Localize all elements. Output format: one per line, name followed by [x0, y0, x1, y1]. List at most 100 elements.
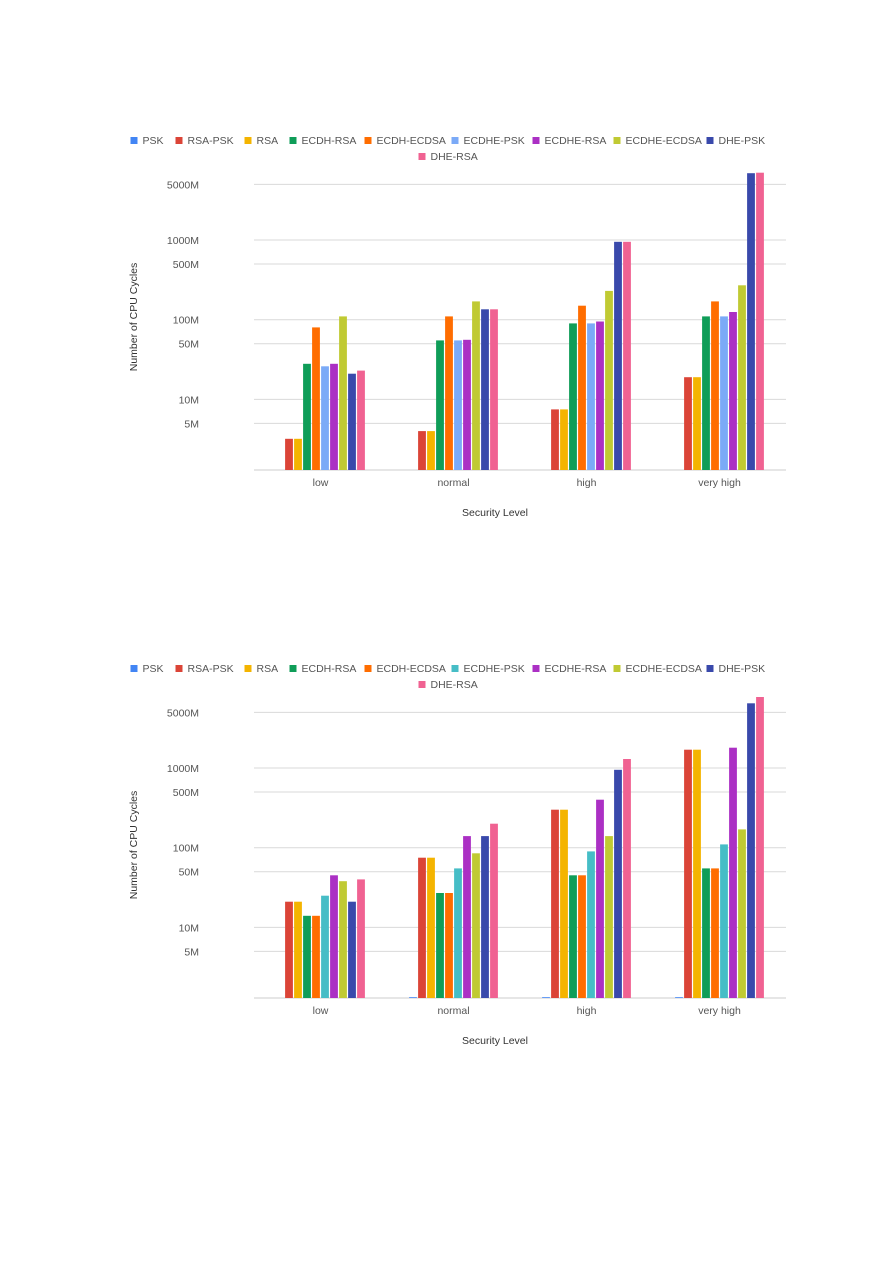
legend-label: RSA-PSK: [188, 663, 234, 675]
legend-label: ECDH-RSA: [302, 663, 357, 675]
y-tick-label: 100M: [173, 315, 199, 327]
bar-ecdhe-ecdsa-low: [339, 316, 347, 470]
y-tick-label: 50M: [179, 339, 199, 351]
chart-1-svg: PSK RSA-PSK RSA ECDH-RSA ECDH-ECDSA ECDHE-PSK…: [128, 135, 786, 519]
legend-swatch: [175, 137, 183, 144]
bars: [285, 697, 764, 998]
y-tick-label: 1000M: [167, 763, 199, 775]
x-tick-label: high: [577, 477, 597, 489]
y-tick-label: 5000M: [167, 707, 199, 719]
bar-ecdhe-psk-high: [587, 851, 595, 998]
legend-swatch: [418, 681, 426, 688]
bar-dhe-rsa-normal: [490, 823, 498, 998]
legend-swatch: [418, 153, 426, 160]
bar-ecdh-rsa-high: [569, 323, 577, 470]
y-tick-label: 5000M: [167, 179, 199, 191]
legend-swatch: [289, 665, 297, 672]
legend-label: ECDH-RSA: [302, 135, 357, 147]
legend-item-ecdh-rsa: ECDH-RSA: [289, 135, 357, 147]
bar-ecdhe-ecdsa-very-high: [738, 829, 746, 998]
bar-dhe-psk-normal: [481, 309, 489, 470]
legend-swatch: [130, 665, 138, 672]
x-tick-label: normal: [437, 1005, 469, 1017]
bar-dhe-rsa-very-high: [756, 172, 764, 470]
bar-rsa-psk-high: [551, 809, 559, 998]
legend-swatch: [244, 665, 252, 672]
x-axis-title: Security Level: [462, 1035, 528, 1047]
y-axis-title: Number of CPU Cycles: [128, 791, 140, 900]
bar-dhe-psk-very-high: [747, 173, 755, 470]
legend-swatch: [532, 665, 540, 672]
legend-item-psk: PSK: [130, 135, 164, 147]
bar-ecdhe-ecdsa-very-high: [738, 285, 746, 470]
x-tick-label: high: [577, 1005, 597, 1017]
legend-label: DHE-RSA: [431, 679, 478, 691]
legend-label: ECDHE-ECDSA: [626, 135, 702, 147]
bar-ecdhe-rsa-very-high: [729, 747, 737, 998]
bar-ecdh-ecdsa-normal: [445, 316, 453, 470]
bar-ecdhe-rsa-normal: [463, 339, 471, 470]
legend-item-ecdh-rsa: ECDH-RSA: [289, 663, 357, 675]
bar-ecdhe-ecdsa-normal: [472, 853, 480, 998]
bar-ecdhe-psk-normal: [454, 868, 462, 998]
bar-ecdhe-psk-low: [321, 895, 329, 998]
chart-1: PSK RSA-PSK RSA ECDH-RSA ECDH-ECDSA ECDHE-PSK…: [0, 122, 893, 592]
legend-label: DHE-PSK: [719, 663, 766, 675]
legend: PSK RSA-PSK RSA ECDH-RSA ECDH-ECDSA ECDHE-PSK…: [130, 663, 766, 691]
legend-label: ECDHE-RSA: [545, 135, 607, 147]
legend-label: PSK: [143, 663, 164, 675]
legend-swatch: [364, 665, 372, 672]
legend-swatch: [175, 665, 183, 672]
bar-ecdh-rsa-very-high: [702, 868, 710, 998]
bar-ecdhe-rsa-very-high: [729, 312, 737, 470]
bar-ecdhe-rsa-low: [330, 875, 338, 998]
legend-label: ECDHE-RSA: [545, 663, 607, 675]
legend-item-dhe-rsa: DHE-RSA: [418, 151, 478, 163]
legend-item-dhe-psk: DHE-PSK: [706, 663, 766, 675]
bar-rsa-high: [560, 809, 568, 998]
legend-label: PSK: [143, 135, 164, 147]
legend-item-ecdhe-rsa: ECDHE-RSA: [532, 663, 607, 675]
bar-ecdhe-psk-very-high: [720, 316, 728, 470]
legend-item-psk: PSK: [130, 663, 164, 675]
bar-rsa-high: [560, 409, 568, 470]
bar-ecdhe-psk-high: [587, 323, 595, 470]
legend-swatch: [613, 665, 621, 672]
bar-rsa-low: [294, 901, 302, 998]
legend-label: RSA-PSK: [188, 135, 234, 147]
bar-ecdh-rsa-low: [303, 363, 311, 470]
bar-ecdh-ecdsa-low: [312, 915, 320, 998]
legend-swatch: [532, 137, 540, 144]
bar-ecdhe-ecdsa-low: [339, 881, 347, 998]
bar-rsa-low: [294, 438, 302, 470]
y-axis-title: Number of CPU Cycles: [128, 263, 140, 372]
x-tick-label: low: [313, 477, 329, 489]
x-tick-label: very high: [698, 477, 741, 489]
bar-ecdhe-ecdsa-high: [605, 836, 613, 998]
legend-swatch: [244, 137, 252, 144]
legend: PSK RSA-PSK RSA ECDH-RSA ECDH-ECDSA ECDHE-PSK…: [130, 135, 765, 163]
legend-label: DHE-RSA: [431, 151, 478, 163]
bar-ecdh-rsa-normal: [436, 340, 444, 470]
y-tick-label: 500M: [173, 787, 199, 799]
bar-rsa-normal: [427, 857, 435, 998]
bar-rsa-very-high: [693, 377, 701, 470]
bar-ecdhe-psk-normal: [454, 340, 462, 470]
x-tick-label: very high: [698, 1005, 741, 1017]
bar-rsa-psk-normal: [418, 857, 426, 998]
bar-ecdhe-ecdsa-normal: [472, 301, 480, 470]
bar-rsa-psk-high: [551, 409, 559, 470]
chart-2-svg: PSK RSA-PSK RSA ECDH-RSA ECDH-ECDSA ECDHE-PSK…: [128, 663, 786, 1047]
bar-psk-high: [542, 997, 550, 998]
y-tick-label: 1000M: [167, 235, 199, 247]
bar-dhe-rsa-low: [357, 879, 365, 998]
y-tick-label: 50M: [179, 867, 199, 879]
y-tick-label: 500M: [173, 259, 199, 271]
legend-swatch: [451, 665, 459, 672]
bar-psk-very-high: [675, 997, 683, 998]
legend-item-rsa: RSA: [244, 135, 278, 147]
bar-ecdhe-psk-very-high: [720, 844, 728, 998]
bar-rsa-very-high: [693, 749, 701, 998]
legend-item-rsa-psk: RSA-PSK: [175, 135, 234, 147]
legend-label: ECDH-ECDSA: [377, 135, 446, 147]
